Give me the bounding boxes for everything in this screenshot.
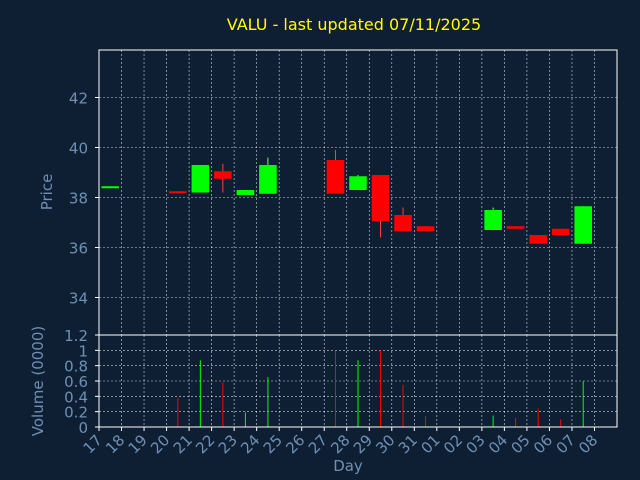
price-y-tick-labels: 34 36 38 40 42: [69, 90, 99, 308]
price-tick-label: 42: [69, 90, 88, 108]
candle-body: [169, 191, 187, 194]
candle-body: [506, 226, 525, 229]
price-tick-label: 38: [69, 190, 88, 208]
volume-tick-label: 0.8: [64, 358, 88, 376]
volume-panel-frame: [98, 334, 618, 428]
volume-tick-label: 0.4: [64, 388, 88, 406]
x-axis-label: Day: [333, 457, 363, 475]
price-axis-label: Price: [38, 174, 56, 211]
chart-title: VALU - last updated 07/11/2025: [227, 15, 481, 34]
price-tick-label: 40: [69, 140, 88, 158]
candle-body: [551, 228, 570, 235]
volume-tick-label: 0: [78, 419, 88, 437]
volume-y-tick-labels: 00.20.40.60.811.2: [64, 327, 99, 437]
candle-body: [191, 165, 210, 193]
volume-bars: [177, 350, 584, 427]
candle-body: [371, 175, 390, 222]
volume-tick-label: 0.6: [64, 373, 88, 391]
price-candles: [101, 150, 593, 244]
candle-body: [214, 171, 232, 179]
volume-axis-label: Volume (0000): [29, 326, 47, 436]
price-tick-label: 34: [69, 290, 88, 308]
candle-body: [236, 190, 255, 195]
candle-body: [326, 160, 345, 194]
candle-body: [349, 176, 367, 190]
volume-tick-label: 1: [78, 342, 88, 360]
candle-body: [394, 215, 412, 232]
candle-body: [574, 206, 593, 244]
candle-body: [101, 186, 120, 189]
candle-body: [484, 210, 502, 230]
candle-body: [529, 235, 547, 244]
price-tick-label: 36: [69, 240, 88, 258]
candle-body: [259, 165, 277, 194]
candle-body: [416, 226, 435, 232]
volume-grid: [98, 334, 617, 428]
volume-tick-label: 1.2: [64, 327, 88, 345]
volume-tick-label: 0.2: [64, 404, 88, 422]
